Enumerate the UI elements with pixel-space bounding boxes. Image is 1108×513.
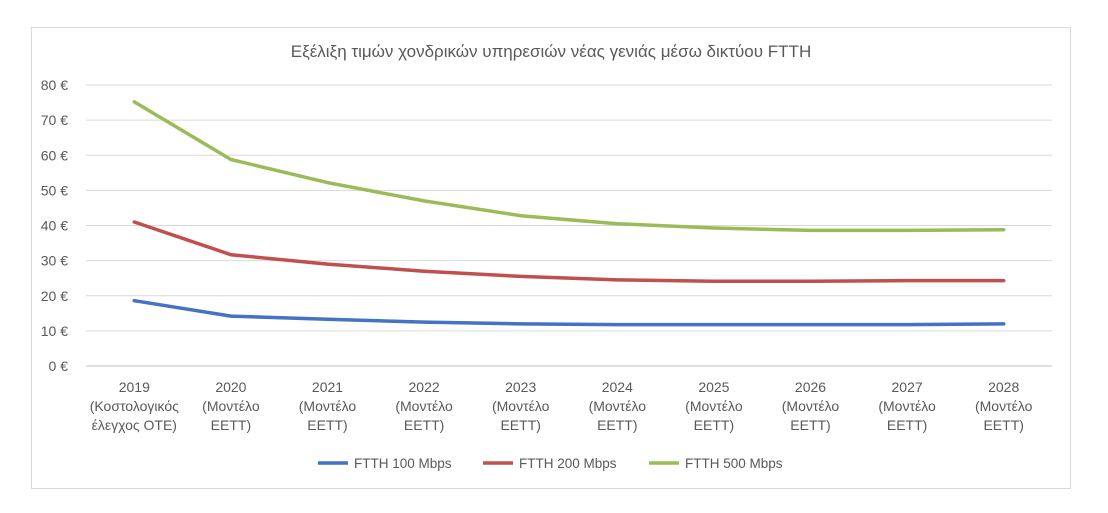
data-point [422,269,426,273]
y-tick-label: 40 € [41,218,68,234]
y-tick-label: 70 € [41,112,68,128]
data-point [326,262,329,266]
data-point [615,323,619,327]
y-tick-label: 50 € [41,182,68,198]
data-point [615,278,619,282]
y-tick-label: 0 € [49,358,69,374]
data-point [809,323,812,327]
y-tick-label: 30 € [41,253,68,269]
y-axis-ticks: 0 € 10 € 20 € 30 € 40 € 50 € 60 € 70 € 80 € [41,77,68,374]
gridlines [86,84,1052,367]
data-point [905,228,909,232]
x-tick-label: 2025 (Μοντέλο ΕΕΤΤ) [685,379,743,433]
data-point [1002,322,1006,326]
series-line [132,298,1006,327]
data-point [422,320,426,324]
y-tick-label: 60 € [41,147,68,163]
chart-frame [31,27,1071,489]
x-tick-label: 2019 (Κοστολογικός έλεγχος ΟΤΕ) [90,379,179,433]
data-point [1002,228,1006,232]
data-point [132,299,136,303]
x-tick-label: 2022 (Μοντέλο ΕΕΤΤ) [395,379,453,433]
data-point [712,226,716,230]
data-point [1002,279,1006,283]
chart-title: Εξέλιξη τιμών χονδρικών υπηρεσιών νέας γ… [291,42,811,61]
legend-label: FTTH 100 Mbps [354,456,452,471]
y-tick-label: 80 € [41,77,68,93]
x-tick-label: 2021 (Μοντέλο ΕΕΤΤ) [299,379,357,433]
series-line [132,100,1006,233]
data-point [326,317,329,321]
data-point [229,253,233,257]
data-point [326,181,329,185]
x-tick-label: 2023 (Μοντέλο ΕΕΤΤ) [492,379,550,433]
legend: FTTH 100 Mbps FTTH 200 Mbps FTTH 500 Mbps [318,456,783,471]
data-point [809,279,812,283]
series-line [132,220,1006,284]
data-point [519,322,523,326]
x-axis-ticks: 2019 (Κοστολογικός έλεγχος ΟΤΕ) 2020 (Μοντέλ… [90,379,1033,433]
x-tick-label: 2028 (Μοντέλο ΕΕΤΤ) [975,379,1033,433]
data-point [905,279,909,283]
x-tick-label: 2020 (Μοντέλο ΕΕΤΤ) [202,379,260,433]
data-point [132,220,136,224]
data-point [229,314,233,318]
x-tick-label: 2027 (Μοντέλο ΕΕΤΤ) [878,379,936,433]
series-lines [132,100,1006,327]
legend-label: FTTH 500 Mbps [685,456,783,471]
x-tick-label: 2024 (Μοντέλο ΕΕΤΤ) [589,379,647,433]
data-point [519,214,523,218]
x-tick-label: 2026 (Μοντέλο ΕΕΤΤ) [782,379,840,433]
y-tick-label: 10 € [41,323,68,339]
data-point [905,323,909,327]
data-point [132,100,136,104]
data-point [712,279,716,283]
data-point [712,323,716,327]
data-point [809,228,812,232]
data-point [422,199,426,203]
data-point [519,274,523,278]
data-point [615,222,619,226]
y-tick-label: 20 € [41,288,68,304]
data-point [229,157,233,161]
legend-label: FTTH 200 Mbps [519,456,617,471]
